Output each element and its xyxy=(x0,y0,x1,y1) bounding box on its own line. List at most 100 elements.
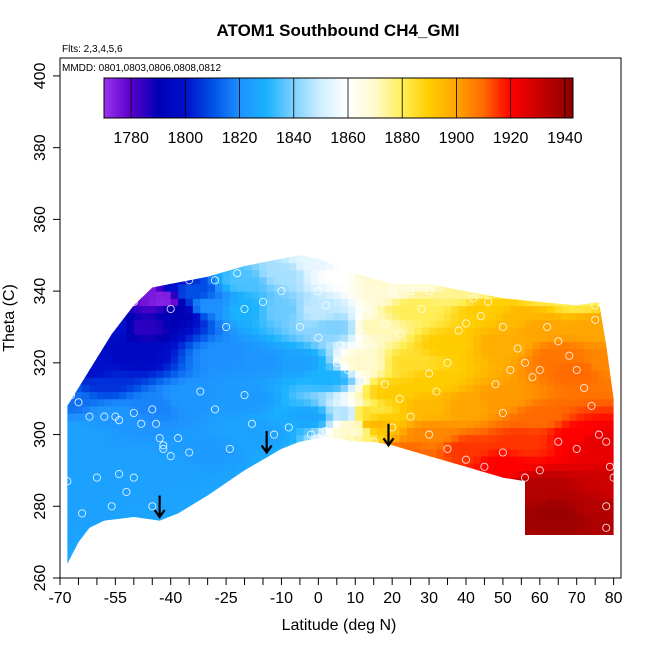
heatmap-cell xyxy=(576,520,585,529)
heatmap-cell xyxy=(377,305,386,314)
heatmap-cell xyxy=(584,305,593,314)
heatmap-cell xyxy=(178,334,187,342)
sample-point xyxy=(369,437,378,446)
heatmap-cell xyxy=(133,506,142,515)
heatmap-cell xyxy=(148,326,157,335)
heatmap-cell xyxy=(591,513,600,522)
heatmap-cell xyxy=(347,269,356,278)
heatmap-cell xyxy=(606,427,614,436)
heatmap-cell xyxy=(606,398,614,407)
heatmap-cell xyxy=(303,384,312,393)
heatmap-cell xyxy=(126,434,135,443)
heatmap-cell xyxy=(215,355,223,364)
heatmap-cell xyxy=(443,291,452,299)
heatmap-cell xyxy=(495,463,504,472)
heatmap-cell xyxy=(576,370,585,378)
heatmap-cell xyxy=(561,513,570,522)
heatmap-cell xyxy=(414,334,423,342)
heatmap-cell xyxy=(259,326,268,335)
heatmap-cell xyxy=(495,427,504,436)
heatmap-cell xyxy=(525,398,534,407)
heatmap-cell xyxy=(310,291,319,299)
heatmap-cell xyxy=(178,384,187,393)
heatmap-cell xyxy=(303,291,312,299)
heatmap-cell xyxy=(178,506,187,515)
heatmap-cell xyxy=(525,319,534,328)
heatmap-cell xyxy=(429,355,438,364)
heatmap-cell xyxy=(495,405,504,414)
heatmap-cell xyxy=(525,441,534,450)
sample-point xyxy=(425,430,434,439)
heatmap-cell xyxy=(310,413,319,421)
heatmap-cell xyxy=(495,305,504,314)
heatmap-cell xyxy=(421,298,430,307)
heatmap-cell xyxy=(539,527,548,536)
heatmap-cell xyxy=(96,441,105,450)
heatmap-cell xyxy=(510,420,519,428)
heatmap-cell xyxy=(318,291,327,299)
heatmap-cell xyxy=(310,341,319,350)
heatmap-cell xyxy=(443,370,452,378)
sample-point xyxy=(565,351,574,360)
heatmap-cell xyxy=(606,506,614,515)
heatmap-cell xyxy=(89,477,98,486)
heatmap-cell xyxy=(259,348,268,357)
heatmap-cell xyxy=(141,377,150,385)
heatmap-cell xyxy=(591,499,600,507)
heatmap-cell xyxy=(266,326,275,335)
heatmap-cell xyxy=(222,291,231,299)
sample-point xyxy=(314,287,323,296)
heatmap-cell xyxy=(155,319,164,328)
heatmap-cell xyxy=(207,334,216,342)
heatmap-cell xyxy=(170,355,179,364)
heatmap-cell xyxy=(517,405,526,414)
heatmap-cell xyxy=(598,326,607,335)
heatmap-cell xyxy=(384,370,393,378)
heatmap-cell xyxy=(377,420,386,428)
heatmap-cell xyxy=(207,427,216,436)
heatmap-cell xyxy=(266,319,275,328)
heatmap-cell xyxy=(82,520,91,529)
heatmap-cell xyxy=(421,312,430,321)
heatmap-cell xyxy=(458,355,467,364)
heatmap-cell xyxy=(451,348,460,357)
heatmap-cell xyxy=(576,398,585,407)
heatmap-cell xyxy=(229,291,238,299)
heatmap-cell xyxy=(237,341,246,350)
heatmap-cell xyxy=(192,319,201,328)
heatmap-cell xyxy=(355,276,364,285)
heatmap-cell xyxy=(443,348,452,357)
heatmap-cell xyxy=(310,405,319,414)
heatmap-cell xyxy=(399,384,408,393)
heatmap-cell xyxy=(547,384,556,393)
heatmap-cell xyxy=(547,520,556,529)
heatmap-cell xyxy=(591,506,600,515)
sample-point xyxy=(476,312,485,321)
heatmap-cell xyxy=(296,391,305,400)
heatmap-cell xyxy=(362,405,371,414)
heatmap-cell xyxy=(74,499,83,507)
heatmap-cell xyxy=(480,362,489,371)
heatmap-cell xyxy=(591,405,600,414)
heatmap-cell xyxy=(111,334,120,342)
sample-point xyxy=(602,502,611,511)
heatmap-cell xyxy=(192,362,201,371)
heatmap-cell xyxy=(281,262,290,271)
heatmap-cell xyxy=(576,348,585,357)
heatmap-cell xyxy=(96,370,105,378)
heatmap-cell xyxy=(584,405,593,414)
heatmap-cell xyxy=(517,463,526,472)
heatmap-cell xyxy=(502,334,511,342)
heatmap-cell xyxy=(274,398,283,407)
heatmap-cell xyxy=(370,319,379,328)
heatmap-cell xyxy=(96,434,105,443)
heatmap-cell xyxy=(436,391,445,400)
heatmap-cell xyxy=(392,305,401,314)
heatmap-cell xyxy=(547,463,556,472)
heatmap-cell xyxy=(111,413,120,421)
heatmap-cell xyxy=(237,441,246,450)
heatmap-cell xyxy=(296,377,305,385)
heatmap-cell xyxy=(318,319,327,328)
heatmap-cell xyxy=(96,470,105,479)
heatmap-cell xyxy=(155,413,164,421)
